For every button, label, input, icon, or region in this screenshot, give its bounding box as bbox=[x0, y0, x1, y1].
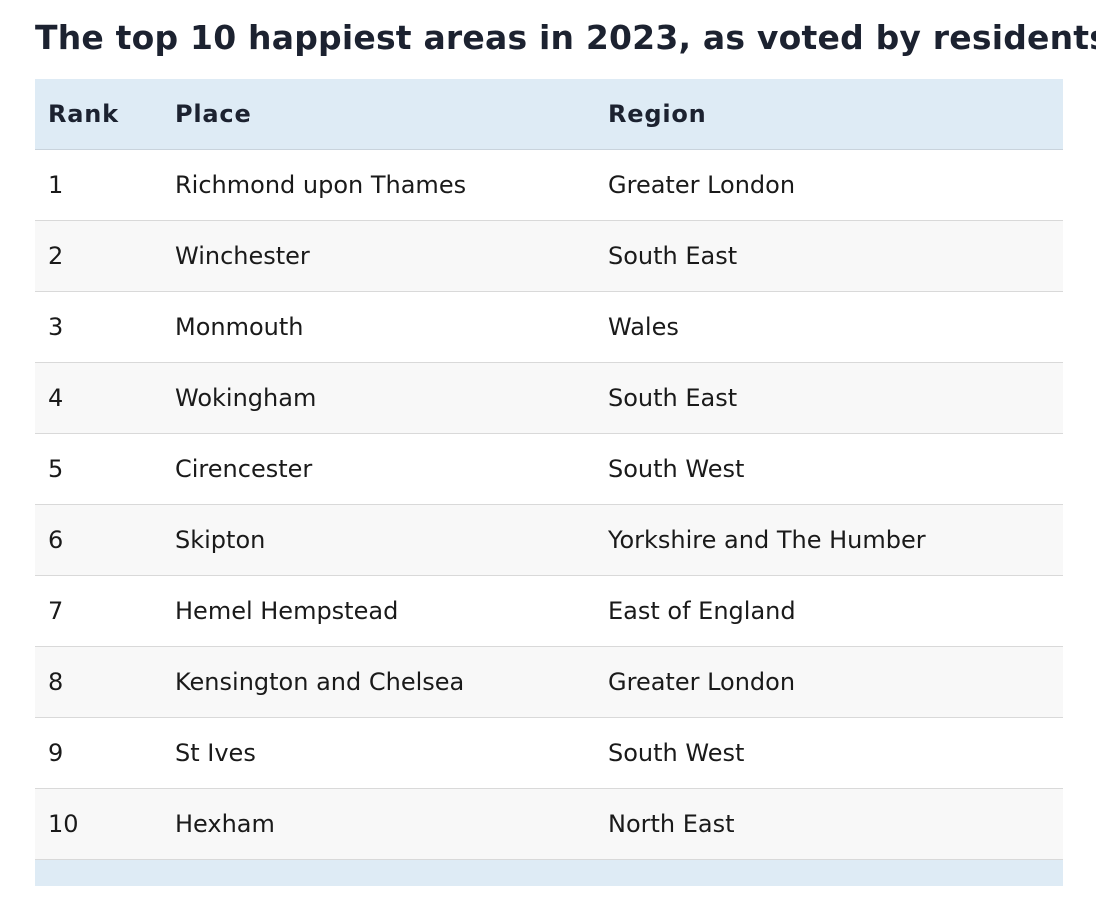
region-cell: South West bbox=[595, 717, 1063, 789]
rank-cell: 4 bbox=[35, 362, 162, 434]
rank-cell: 5 bbox=[35, 433, 162, 505]
rank-cell: 7 bbox=[35, 575, 162, 647]
table-row: 1 Richmond upon Thames Greater London bbox=[35, 149, 1063, 221]
region-cell: South East bbox=[595, 220, 1063, 292]
table-footer-cell bbox=[35, 859, 1063, 886]
rank-cell: 8 bbox=[35, 646, 162, 718]
table-row: 7 Hemel Hempstead East of England bbox=[35, 575, 1063, 647]
rank-cell: 3 bbox=[35, 291, 162, 363]
place-cell: Skipton bbox=[162, 504, 595, 576]
place-cell: Hemel Hempstead bbox=[162, 575, 595, 647]
table-row: 2 Winchester South East bbox=[35, 220, 1063, 292]
column-header-region: Region bbox=[595, 79, 1063, 150]
column-header-rank: Rank bbox=[35, 79, 162, 150]
place-cell: Wokingham bbox=[162, 362, 595, 434]
place-cell: Monmouth bbox=[162, 291, 595, 363]
rank-cell: 2 bbox=[35, 220, 162, 292]
table-row: 10 Hexham North East bbox=[35, 788, 1063, 860]
place-cell: Cirencester bbox=[162, 433, 595, 505]
table-row: 9 St Ives South West bbox=[35, 717, 1063, 789]
place-cell: Hexham bbox=[162, 788, 595, 860]
region-cell: South East bbox=[595, 362, 1063, 434]
table-row: 4 Wokingham South East bbox=[35, 362, 1063, 434]
region-cell: East of England bbox=[595, 575, 1063, 647]
rank-cell: 10 bbox=[35, 788, 162, 860]
table-row: 3 Monmouth Wales bbox=[35, 291, 1063, 363]
region-cell: South West bbox=[595, 433, 1063, 505]
table-header-row: Rank Place Region bbox=[35, 79, 1063, 150]
place-cell: Kensington and Chelsea bbox=[162, 646, 595, 718]
region-cell: North East bbox=[595, 788, 1063, 860]
page-title: The top 10 happiest areas in 2023, as vo… bbox=[35, 18, 1096, 57]
place-cell: Richmond upon Thames bbox=[162, 149, 595, 221]
rank-cell: 6 bbox=[35, 504, 162, 576]
region-cell: Wales bbox=[595, 291, 1063, 363]
region-cell: Greater London bbox=[595, 646, 1063, 718]
table-row: 5 Cirencester South West bbox=[35, 433, 1063, 505]
column-header-place: Place bbox=[162, 79, 595, 150]
place-cell: Winchester bbox=[162, 220, 595, 292]
table-row: 6 Skipton Yorkshire and The Humber bbox=[35, 504, 1063, 576]
place-cell: St Ives bbox=[162, 717, 595, 789]
rank-cell: 1 bbox=[35, 149, 162, 221]
region-cell: Yorkshire and The Humber bbox=[595, 504, 1063, 576]
happiest-areas-table: Rank Place Region 1 Richmond upon Thames… bbox=[35, 79, 1063, 886]
region-cell: Greater London bbox=[595, 149, 1063, 221]
rank-cell: 9 bbox=[35, 717, 162, 789]
table-row: 8 Kensington and Chelsea Greater London bbox=[35, 646, 1063, 718]
table-footer-bar bbox=[35, 859, 1063, 886]
